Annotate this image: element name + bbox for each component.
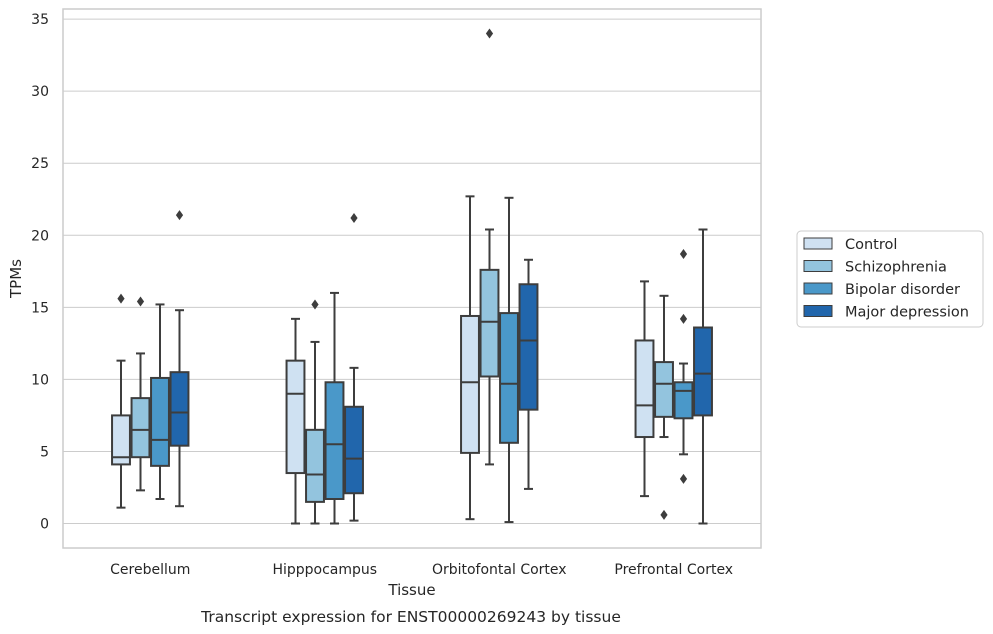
box xyxy=(479,28,500,466)
box-body xyxy=(693,326,713,417)
box-body xyxy=(344,405,364,495)
box xyxy=(150,303,170,500)
outlier-point xyxy=(311,299,319,310)
box-body xyxy=(460,314,480,454)
box xyxy=(285,317,306,525)
box xyxy=(654,294,674,520)
box-body xyxy=(673,381,694,420)
box-body xyxy=(285,359,306,475)
legend-swatch xyxy=(803,282,833,295)
box xyxy=(518,258,539,490)
plot-frame xyxy=(62,8,762,549)
box-body xyxy=(169,371,190,447)
series-control xyxy=(111,195,655,525)
x-axis-label: Tissue xyxy=(387,581,435,599)
box xyxy=(693,228,713,525)
box xyxy=(499,196,519,524)
box-series xyxy=(111,28,713,525)
legend-swatch xyxy=(803,237,833,250)
legend-item: Control xyxy=(803,237,897,253)
legend-item: Bipolar disorder xyxy=(803,282,960,298)
chart-caption: Transcript expression for ENST0000026924… xyxy=(200,608,621,626)
legend-swatch xyxy=(803,260,833,272)
box-body xyxy=(130,397,151,459)
box-body xyxy=(518,283,539,411)
x-tick-label: Prefrontal Cortex xyxy=(614,562,733,578)
legend-label: Major depression xyxy=(845,305,969,321)
outlier-point xyxy=(117,293,125,304)
box-body xyxy=(479,268,500,378)
box xyxy=(460,195,480,521)
x-tick-label: Hipppocampus xyxy=(272,562,377,578)
legend: Control Schizophrenia Bipolar disorder Majo… xyxy=(796,230,984,328)
outlier-point xyxy=(175,210,184,221)
box-body xyxy=(305,428,325,503)
y-tick-labels: 0 5 10 15 20 25 30 35 xyxy=(31,12,49,532)
box-body xyxy=(150,376,170,467)
y-tick-label: 5 xyxy=(40,444,49,460)
legend-label: Schizophrenia xyxy=(845,260,947,276)
x-tick-labels: Cerebellum Hipppocampus Orbitofontal Corte… xyxy=(110,562,733,578)
box-body xyxy=(324,381,345,500)
box xyxy=(130,296,151,492)
legend-frame xyxy=(796,230,984,328)
series-schizophrenia xyxy=(130,28,674,525)
box xyxy=(111,293,131,509)
outlier-point xyxy=(350,212,358,223)
legend-item: Major depression xyxy=(803,305,969,321)
y-tick-label: 0 xyxy=(40,517,49,533)
y-tick-label: 30 xyxy=(31,84,49,100)
legend-label: Bipolar disorder xyxy=(845,282,960,298)
legend-swatch xyxy=(803,305,833,317)
y-tick-label: 35 xyxy=(31,12,49,28)
y-tick-label: 20 xyxy=(31,228,49,244)
outlier-point xyxy=(485,28,494,39)
y-axis-label: TPMs xyxy=(7,259,25,299)
x-tick-label: Orbitofontal Cortex xyxy=(432,562,567,578)
box xyxy=(673,249,694,484)
legend-label: Control xyxy=(845,237,897,253)
box xyxy=(169,210,190,508)
box xyxy=(324,291,345,525)
outlier-point xyxy=(679,249,688,259)
x-tick-label: Cerebellum xyxy=(110,562,190,578)
outlier-point xyxy=(679,313,688,324)
outlier-point xyxy=(660,509,668,520)
y-tick-label: 25 xyxy=(31,156,49,172)
legend-item: Schizophrenia xyxy=(803,260,947,276)
box xyxy=(305,299,325,525)
box xyxy=(634,280,655,498)
series-bipolar-disorder xyxy=(150,196,694,525)
outlier-point xyxy=(136,296,145,307)
y-tick-label: 10 xyxy=(31,372,49,388)
outlier-point xyxy=(679,473,688,484)
box xyxy=(344,212,364,522)
box-body xyxy=(111,414,131,466)
box-body xyxy=(499,312,519,444)
box-body xyxy=(654,361,674,418)
y-tick-label: 15 xyxy=(31,300,49,316)
box-body xyxy=(634,339,655,439)
series-major-depression xyxy=(169,210,713,525)
